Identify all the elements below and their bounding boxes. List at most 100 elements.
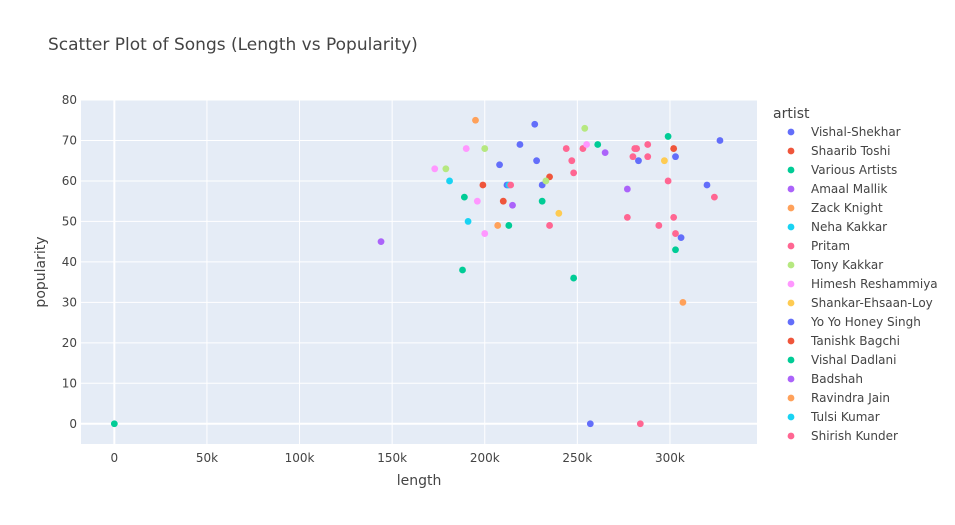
data-point[interactable]	[586, 420, 594, 428]
legend-item[interactable]: Various Artists	[787, 163, 898, 177]
data-point[interactable]	[481, 230, 489, 237]
legend-item[interactable]: Shankar-Ehsaan-Loy	[787, 296, 933, 310]
data-point[interactable]	[462, 145, 470, 152]
data-point[interactable]	[481, 145, 489, 152]
data-point[interactable]	[533, 157, 541, 165]
data-point[interactable]	[679, 298, 687, 306]
legend-item[interactable]: Ravindra Jain	[787, 391, 890, 405]
data-point[interactable]	[431, 165, 439, 173]
data-point[interactable]	[542, 177, 550, 185]
data-point[interactable]	[633, 145, 641, 152]
legend-item[interactable]: Tony Kakkar	[787, 258, 884, 272]
data-point[interactable]	[623, 213, 631, 221]
legend-item[interactable]: Shaarib Toshi	[787, 144, 891, 158]
legend-label: Pritam	[811, 239, 850, 253]
data-point[interactable]	[464, 218, 472, 225]
legend-item[interactable]: Vishal Dadlani	[787, 353, 897, 367]
data-point[interactable]	[459, 266, 466, 274]
x-tick-label: 200k	[470, 451, 500, 465]
data-point[interactable]	[110, 420, 118, 428]
data-point[interactable]	[472, 116, 479, 124]
legend-label: Various Artists	[811, 163, 897, 177]
legend-item[interactable]: Amaal Mallik	[787, 182, 888, 196]
legend-item[interactable]: Neha Kakkar	[787, 220, 888, 234]
data-point[interactable]	[670, 213, 678, 221]
grid-lines	[81, 99, 757, 444]
legend-item[interactable]: Himesh Reshammiya	[787, 277, 938, 291]
data-point[interactable]	[644, 141, 652, 148]
x-tick-label: 300k	[655, 451, 685, 465]
data-point[interactable]	[660, 157, 668, 165]
y-tick-label: 30	[62, 295, 77, 309]
data-point[interactable]	[505, 222, 513, 229]
legend-label: Shankar-Ehsaan-Loy	[811, 296, 933, 310]
data-point[interactable]	[509, 201, 516, 209]
data-point[interactable]	[670, 145, 678, 152]
data-point[interactable]	[546, 222, 553, 229]
data-point[interactable]	[460, 193, 468, 201]
data-point[interactable]	[672, 246, 679, 254]
y-tick-label: 50	[62, 214, 77, 228]
data-point[interactable]	[623, 185, 631, 193]
plot-area	[81, 100, 757, 444]
x-tick-label: 0	[111, 451, 119, 465]
y-tick-label: 10	[62, 376, 77, 390]
legend-item[interactable]: Tanishk Bagchi	[787, 334, 900, 348]
data-point[interactable]	[538, 197, 546, 205]
legend-item[interactable]: Zack Knight	[787, 201, 883, 215]
legend-marker	[787, 413, 795, 421]
data-point[interactable]	[507, 181, 515, 189]
legend[interactable]: Vishal-Shekhar Shaarib Toshi Various Artis…	[787, 125, 938, 443]
data-point[interactable]	[377, 238, 385, 246]
legend-label: Himesh Reshammiya	[811, 277, 938, 291]
data-point[interactable]	[664, 133, 672, 140]
data-point[interactable]	[629, 153, 637, 161]
data-point[interactable]	[562, 145, 570, 152]
data-point[interactable]	[555, 209, 563, 217]
x-axis-ticks: 0 50k 100k 150k 200k 250k 300k	[111, 451, 685, 465]
legend-label: Badshah	[811, 372, 863, 386]
legend-label: Vishal-Shekhar	[811, 125, 901, 139]
legend-title: artist	[773, 106, 810, 122]
data-point[interactable]	[570, 274, 578, 282]
legend-label: Neha Kakkar	[811, 220, 887, 234]
data-point[interactable]	[601, 149, 609, 157]
legend-item[interactable]: Pritam	[787, 239, 850, 253]
data-point[interactable]	[516, 141, 524, 148]
data-point[interactable]	[703, 181, 711, 189]
data-point[interactable]	[655, 222, 663, 229]
y-axis-title: popularity	[33, 236, 49, 307]
data-point[interactable]	[716, 137, 724, 144]
data-point[interactable]	[581, 124, 589, 132]
data-point[interactable]	[672, 153, 679, 161]
legend-marker	[787, 242, 795, 250]
legend-item[interactable]: Badshah	[787, 372, 863, 386]
legend-item[interactable]: Vishal-Shekhar	[787, 125, 901, 139]
data-point[interactable]	[442, 165, 450, 173]
data-point[interactable]	[636, 420, 644, 428]
y-tick-label: 0	[69, 417, 77, 431]
data-point[interactable]	[711, 193, 718, 201]
data-point[interactable]	[568, 157, 576, 165]
data-point[interactable]	[583, 141, 591, 148]
data-point[interactable]	[594, 141, 602, 148]
legend-item[interactable]: Shirish Kunder	[787, 429, 898, 443]
legend-item[interactable]: Yo Yo Honey Singh	[787, 315, 921, 329]
legend-item[interactable]: Tulsi Kumar	[787, 410, 880, 424]
data-point[interactable]	[635, 157, 642, 165]
data-point[interactable]	[672, 230, 679, 237]
y-axis-ticks: 0 10 20 30 40 50 60 70 80	[62, 93, 77, 431]
data-point[interactable]	[570, 169, 578, 177]
data-point[interactable]	[677, 234, 685, 242]
data-point[interactable]	[664, 177, 672, 185]
y-tick-label: 20	[62, 336, 77, 350]
data-point[interactable]	[479, 181, 487, 189]
data-point[interactable]	[496, 161, 503, 169]
data-point[interactable]	[499, 197, 507, 205]
data-point[interactable]	[644, 153, 652, 161]
data-point[interactable]	[531, 120, 539, 128]
data-point[interactable]	[473, 197, 481, 205]
data-point[interactable]	[494, 222, 502, 229]
data-point[interactable]	[446, 177, 453, 185]
legend-marker	[787, 394, 795, 402]
